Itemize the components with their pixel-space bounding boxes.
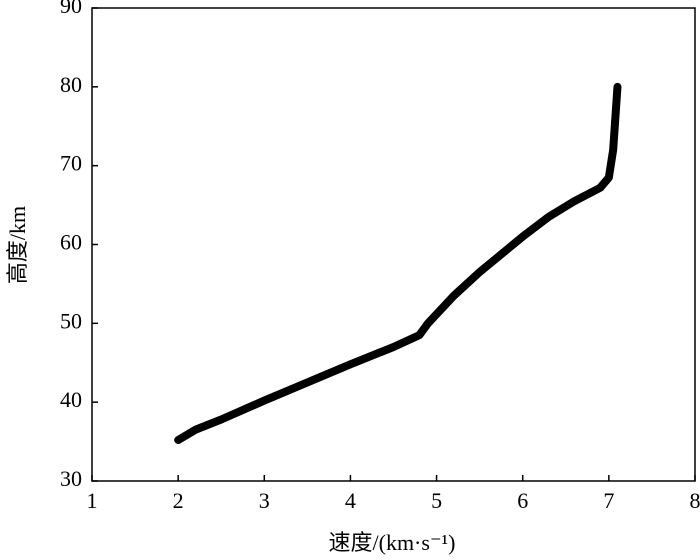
y-tick-label: 30 — [60, 466, 82, 491]
y-tick-label: 60 — [60, 230, 82, 255]
x-tick-label: 3 — [259, 488, 270, 513]
plot-frame — [91, 7, 696, 482]
x-tick-label: 6 — [517, 488, 528, 513]
x-tick-label: 1 — [87, 488, 98, 513]
y-tick-label: 50 — [60, 308, 82, 333]
y-tick-label: 80 — [60, 72, 82, 97]
x-tick-label: 8 — [690, 488, 700, 513]
data-line — [174, 82, 622, 445]
x-tick-label: 2 — [173, 488, 184, 513]
y-tick-label: 70 — [60, 151, 82, 176]
y-tick-label: 40 — [60, 387, 82, 412]
x-axis-label: 速度/(km·s⁻¹) — [329, 530, 456, 555]
x-tick-label: 4 — [345, 488, 356, 513]
x-tick-label: 5 — [431, 488, 442, 513]
y-axis-label: 高度/km — [5, 206, 30, 284]
y-tick-label: 90 — [60, 0, 82, 18]
x-tick-label: 7 — [603, 488, 614, 513]
